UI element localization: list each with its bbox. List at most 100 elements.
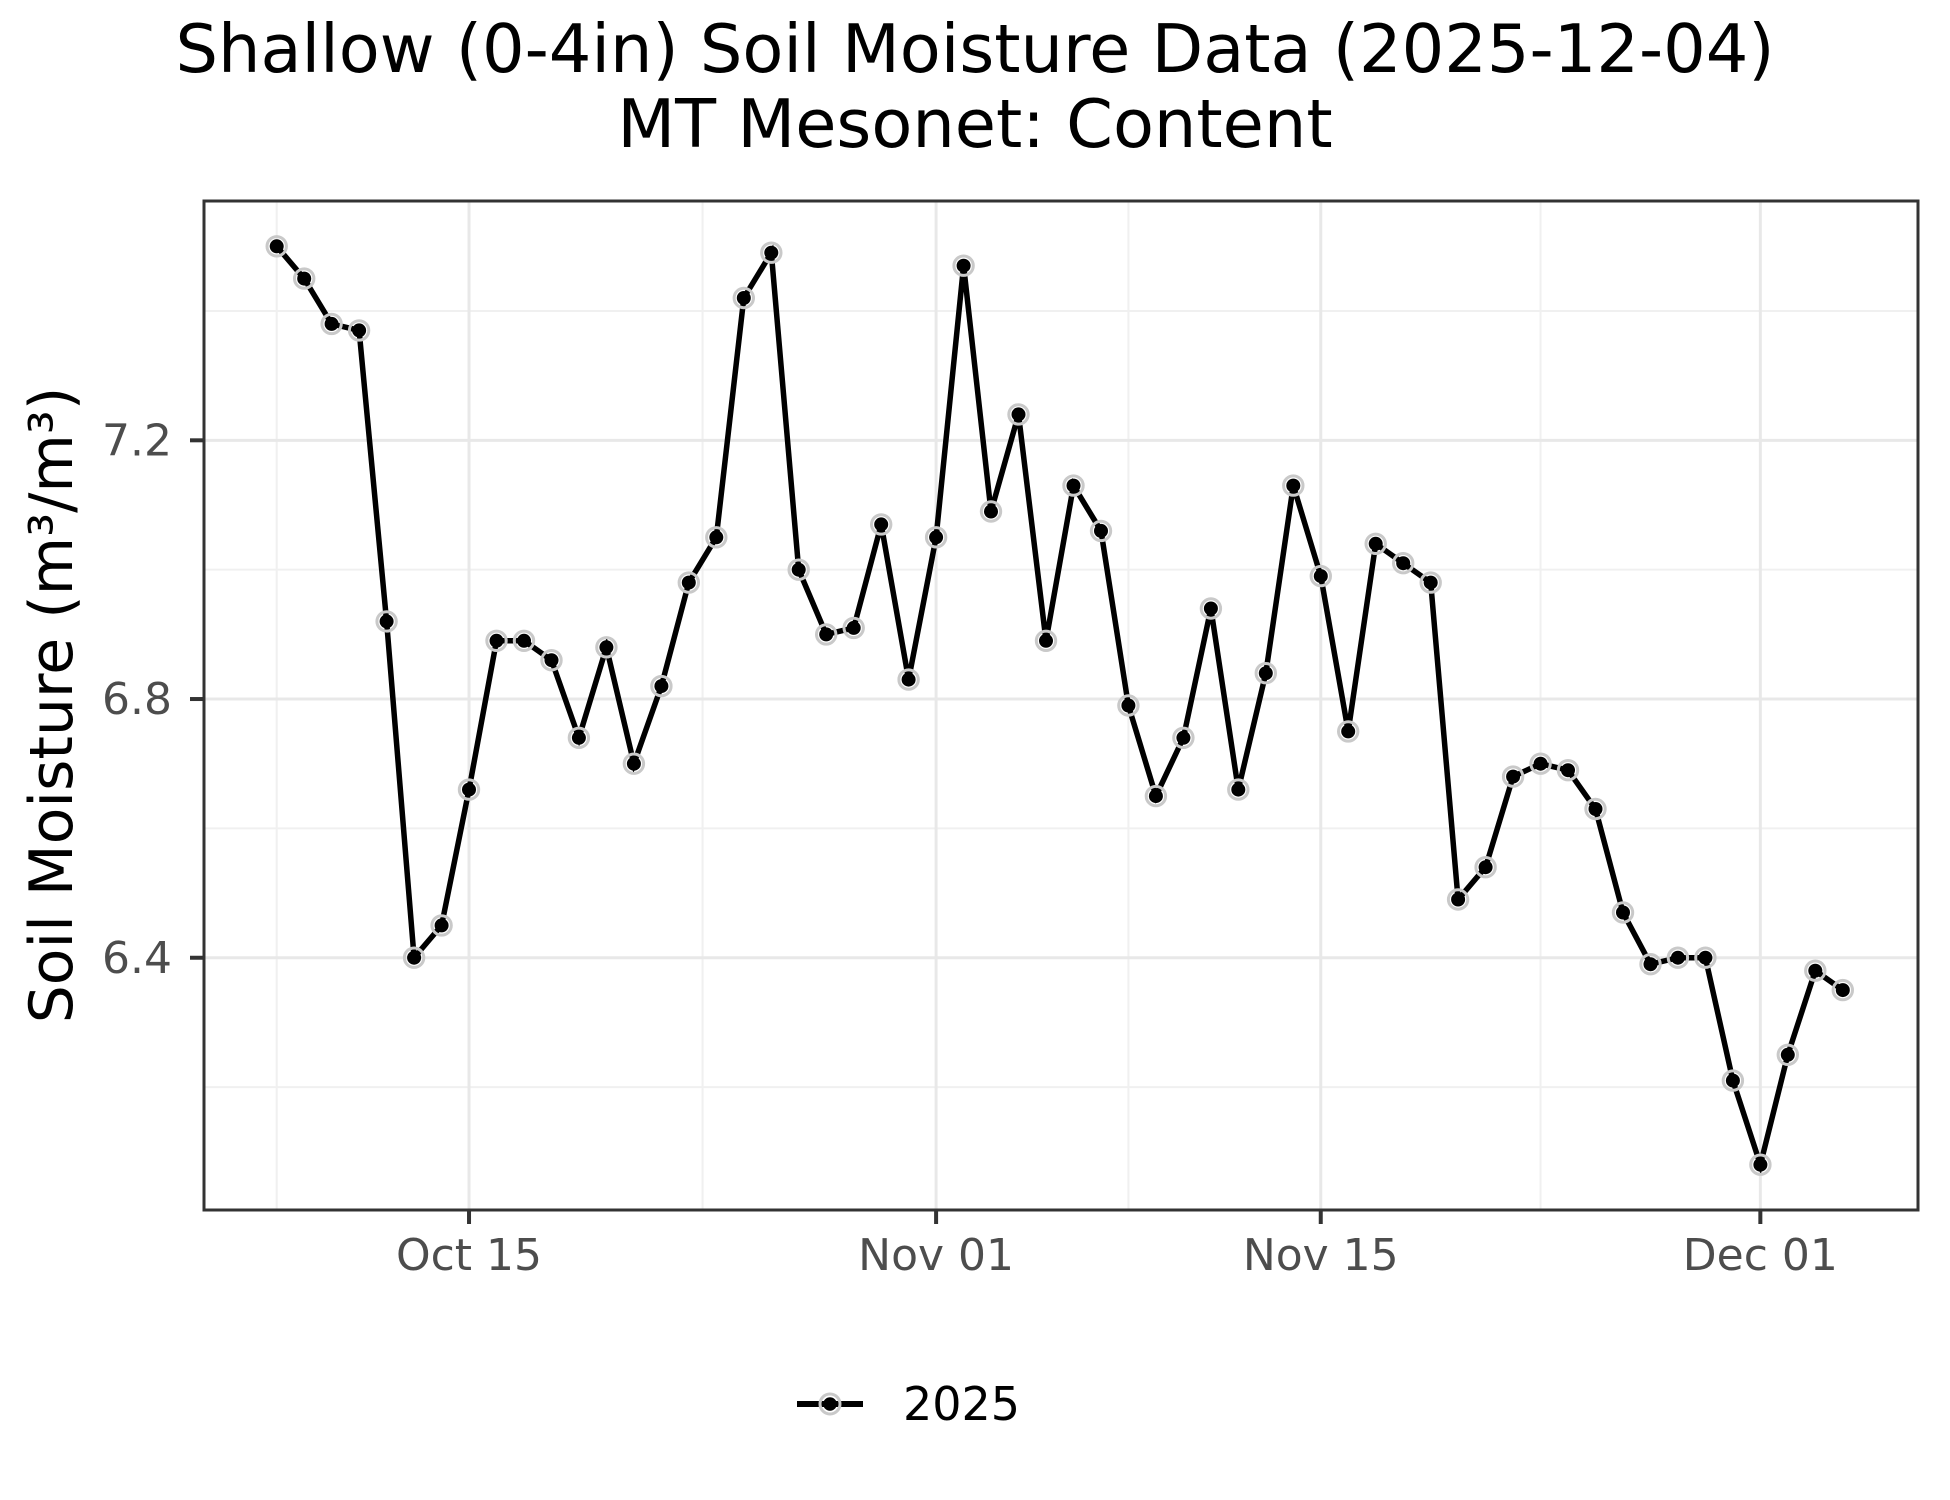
data-point [1561,763,1575,778]
data-point-halo [1117,694,1140,717]
data-point-halo [952,254,975,277]
data-point [1121,698,1136,713]
plot-title-line1: Shallow (0-4in) Soil Moisture Data (2025… [175,10,1775,88]
data-point [681,575,696,590]
data-point-halo [924,526,948,549]
data-point [874,517,889,532]
data-point-halo [347,319,371,342]
data-point [1725,1073,1740,1088]
data-point-halo [1419,571,1442,594]
x-tick-label: Nov 01 [858,1230,1014,1281]
data-point [571,730,586,745]
data-point-halo [1446,888,1470,911]
data-point-halo [732,286,755,310]
data-point-halo [1172,726,1195,749]
data-point [1396,556,1411,571]
data-point-halo [979,500,1003,523]
data-point-halo [1392,552,1415,575]
data-point-halo [595,636,618,659]
data-point [764,245,779,260]
data-point [956,258,971,273]
data-point [791,562,806,577]
data-point-halo [1007,403,1030,426]
data-point-halo [457,778,481,801]
data-point [1643,957,1658,972]
data-point [846,620,861,635]
data-point-halo [1721,1069,1745,1092]
data-point-halo [1199,597,1223,620]
data-point [1753,1157,1768,1172]
data-point-halo [430,914,453,937]
legend: 2025 [795,1372,1020,1436]
data-point [1698,950,1713,965]
data-point [1808,963,1823,978]
y-tick-label: 6.8 [102,674,172,725]
x-tick-label: Nov 15 [1243,1230,1399,1281]
data-point [489,633,504,648]
data-point [297,271,312,286]
data-point-halo [567,726,591,749]
data-point [379,614,394,629]
data-point [1423,575,1438,590]
data-point [1094,523,1108,538]
data-point [1011,407,1026,422]
data-point-halo [1144,784,1168,808]
data-point-halo [293,267,316,290]
plot-title-line2: MT Mesonet: Content [617,85,1333,164]
data-point-halo [1309,564,1333,588]
data-point-halo [1062,474,1085,497]
data-point-halo [897,668,920,691]
data-point [1588,802,1603,816]
data-point-halo [375,610,398,633]
series-line-2025 [274,244,1845,1175]
data-point-halo [1282,474,1305,497]
data-point-halo [265,235,288,258]
data-point-halo [540,649,563,672]
data-point [1231,782,1246,797]
data-point [324,316,339,331]
x-tick-label: Oct 15 [396,1230,542,1281]
data-point-halo [1749,1153,1772,1176]
data-point [352,323,367,338]
legend-series-label: 2025 [903,1377,1021,1431]
data-point [269,239,284,254]
data-point [1835,983,1850,998]
data-point-halo [1474,856,1497,879]
x-tick-label: Dec 01 [1683,1230,1838,1281]
data-point [929,530,944,545]
data-point [462,782,476,797]
data-point-halo [1529,752,1552,775]
data-point-halo [815,623,838,646]
plot-title: Shallow (0-4in) Soil Moisture Data (2025… [0,10,1950,164]
data-point-halo [402,946,426,969]
data-point [1670,950,1685,965]
data-point-halo [1639,953,1662,976]
data-point-halo [1556,759,1580,782]
data-point [407,950,422,965]
data-point [1066,478,1081,493]
data-point-halo [1034,629,1058,652]
data-point-halo [320,312,343,336]
data-point-halo [1611,901,1635,924]
legend-key-icon [797,1392,863,1416]
data-point [654,679,669,694]
data-point [599,640,614,655]
data-point [626,756,641,771]
data-point-halo [1501,765,1525,788]
data-point-halo [650,674,673,698]
data-point-halo [1337,720,1360,743]
data-point [1258,666,1273,681]
data-point-halo [512,629,536,652]
data-point-halo [1776,1043,1800,1067]
gridlines-group [204,201,1918,1210]
data-point-halo [1089,519,1113,543]
data-point [1313,569,1328,584]
data-point-halo [870,513,893,536]
data-point [1286,478,1301,493]
y-tick-label: 7.2 [102,415,172,466]
data-point [1203,601,1218,616]
data-point-halo [677,571,700,594]
data-point-halo [1364,532,1387,555]
